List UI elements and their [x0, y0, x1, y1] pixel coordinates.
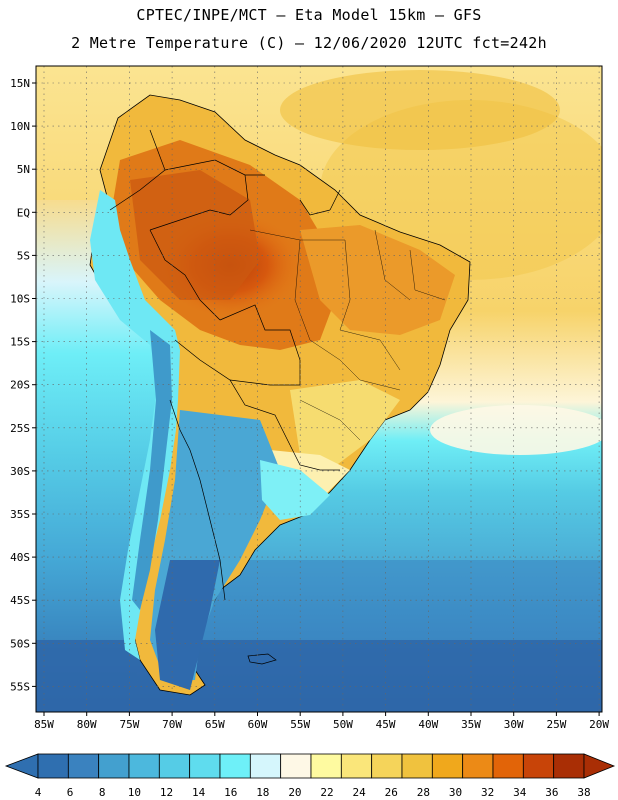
map-frame: [35, 65, 603, 713]
graticule: [36, 66, 602, 712]
colorbar-label: 16: [224, 786, 237, 799]
lon-label: 65W: [205, 718, 225, 731]
colorbar-swatch: [522, 753, 555, 779]
colorbar-label: 18: [256, 786, 269, 799]
colorbar-label: 12: [160, 786, 173, 799]
lat-label: 50S: [10, 637, 30, 650]
colorbar-swatch: [492, 753, 524, 779]
colorbar-swatch: [67, 753, 100, 779]
colorbar-label: 36: [545, 786, 558, 799]
colorbar-swatch: [37, 753, 69, 779]
colorbar-label: 14: [192, 786, 206, 799]
colorbar-label: 28: [417, 786, 430, 799]
lon-label: 85W: [34, 718, 54, 731]
longitude-axis: 85W 80W 75W 70W 65W 60W 55W 50W 45W 40W 35W 30W 25W 2…: [34, 712, 609, 731]
lon-label: 20W: [589, 718, 609, 731]
lat-label: 5N: [17, 163, 30, 176]
lon-label: 40W: [418, 718, 438, 731]
lat-label: 20S: [10, 379, 30, 392]
colorbar: 4 6 8 10 12 14 16 18 20 22 24 26 28 30 32 34 36 38: [4, 753, 616, 799]
temperature-map: 15N 10N 5N EQ 5S 10S 15S 20S 25S 30S 35S 40S 45S 50S 5…: [4, 65, 616, 799]
colorbar-label: 30: [449, 786, 462, 799]
map-field: [36, 66, 602, 712]
colorbar-label: 34: [513, 786, 527, 799]
lat-label: 30S: [10, 465, 30, 478]
colorbar-swatch: [431, 753, 464, 779]
lon-label: 60W: [248, 718, 268, 731]
colorbar-swatch: [98, 753, 130, 779]
lon-label: 70W: [162, 718, 182, 731]
latitude-axis: 15N 10N 5N EQ 5S 10S 15S 20S 25S 30S 35S 40S 45S 50S 5…: [10, 77, 36, 693]
colorbar-swatch: [128, 753, 160, 779]
lon-label: 35W: [461, 718, 481, 731]
colorbar-label: 38: [577, 786, 590, 799]
lat-label: 35S: [10, 508, 30, 521]
lon-label: 50W: [333, 718, 353, 731]
colorbar-label: 26: [385, 786, 398, 799]
map-title: CPTEC/INPE/MCT – Eta Model 15km – GFS: [136, 6, 482, 24]
colorbar-swatch: [249, 753, 282, 779]
lat-label: 10S: [10, 293, 30, 306]
lat-label: 55S: [10, 680, 30, 693]
lon-label: 25W: [546, 718, 566, 731]
lat-label: 5S: [17, 249, 30, 262]
lat-label: 10N: [10, 120, 30, 133]
colorbar-label: 10: [128, 786, 141, 799]
lat-label: 25S: [10, 422, 30, 435]
lat-label: 40S: [10, 551, 30, 564]
lat-label: 15N: [10, 77, 30, 90]
colorbar-swatch: [310, 753, 342, 779]
lon-label: 75W: [119, 718, 139, 731]
colorbar-swatch: [371, 753, 403, 779]
colorbar-swatch: [340, 753, 373, 779]
colorbar-high-arrow: [583, 753, 616, 779]
lon-label: 55W: [290, 718, 310, 731]
lon-label: 45W: [376, 718, 396, 731]
colorbar-swatch: [219, 753, 251, 779]
colorbar-label: 24: [353, 786, 367, 799]
colorbar-swatch: [401, 753, 433, 779]
colorbar-label: 32: [481, 786, 494, 799]
colorbar-swatch: [158, 753, 191, 779]
state-borders: [249, 229, 446, 441]
colorbar-swatch: [553, 753, 585, 779]
colorbar-swatch: [189, 753, 221, 779]
lon-label: 30W: [504, 718, 524, 731]
colorbar-label: 20: [288, 786, 301, 799]
lon-label: 80W: [77, 718, 97, 731]
lat-label: 15S: [10, 336, 30, 349]
colorbar-swatch: [280, 753, 312, 779]
colorbar-low-arrow: [4, 753, 39, 779]
colorbar-label: 8: [99, 786, 106, 799]
lat-label: EQ: [17, 206, 30, 219]
colorbar-label: 22: [320, 786, 333, 799]
colorbar-label: 4: [35, 786, 42, 799]
map-subtitle: 2 Metre Temperature (C) – 12/06/2020 12U…: [71, 34, 547, 52]
colorbar-label: 6: [67, 786, 74, 799]
colorbar-swatch: [462, 753, 494, 779]
lat-label: 45S: [10, 594, 30, 607]
